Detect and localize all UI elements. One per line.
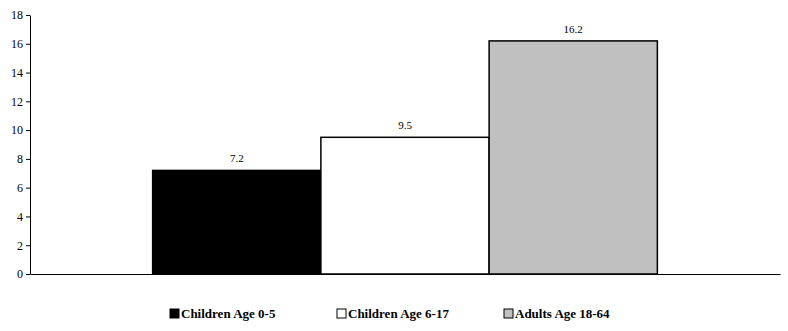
y-tick-label: 16 <box>11 37 23 51</box>
y-tick-label: 2 <box>17 239 23 253</box>
x-axis-line <box>31 274 781 275</box>
y-tick-mark <box>26 216 30 217</box>
y-tick-label: 6 <box>17 181 23 195</box>
y-tick-label: 8 <box>17 152 23 166</box>
data-label: 9.5 <box>398 119 412 131</box>
y-tick-label: 12 <box>11 95 23 109</box>
y-tick-label: 0 <box>17 267 23 281</box>
y-tick-mark <box>26 73 30 74</box>
legend-swatch <box>337 309 346 318</box>
y-tick: 0 <box>17 267 30 281</box>
y-tick: 16 <box>11 37 30 51</box>
y-tick: 2 <box>17 239 30 253</box>
y-tick-label: 18 <box>11 8 23 22</box>
bars <box>153 41 658 274</box>
chart: 0 2 4 6 8 10 12 14 16 18 7.2 9.5 16.2 Children Age 0-… <box>0 0 788 331</box>
plot: 0 2 4 6 8 10 12 14 16 18 7.2 9.5 16.2 <box>11 8 781 281</box>
legend-swatch <box>504 309 513 318</box>
legend-swatch <box>170 309 179 318</box>
y-tick-mark <box>26 245 30 246</box>
data-labels: 7.2 9.5 16.2 <box>230 23 583 165</box>
legend-item: Adults Age 18-64 <box>504 306 610 321</box>
y-tick: 4 <box>17 210 30 224</box>
data-label: 16.2 <box>564 23 583 35</box>
y-tick-label: 4 <box>17 210 23 224</box>
legend-label: Children Age 0-5 <box>181 306 276 321</box>
bar <box>321 137 489 274</box>
legend-item: Children Age 0-5 <box>170 306 276 321</box>
legend-label: Adults Age 18-64 <box>515 306 610 321</box>
legend-label: Children Age 6-17 <box>348 306 449 321</box>
y-axis: 0 2 4 6 8 10 12 14 16 18 <box>11 8 31 281</box>
y-tick: 12 <box>11 95 30 109</box>
y-tick-mark <box>26 274 30 275</box>
y-tick-mark <box>26 15 30 16</box>
y-tick-mark <box>26 44 30 45</box>
y-tick-label: 14 <box>11 66 23 80</box>
y-tick: 8 <box>17 152 30 166</box>
y-tick: 14 <box>11 66 30 80</box>
y-tick: 10 <box>11 123 30 137</box>
y-tick-mark <box>26 130 30 131</box>
bar <box>489 41 657 274</box>
data-label: 7.2 <box>230 152 244 164</box>
y-tick: 18 <box>11 8 30 22</box>
y-tick-mark <box>26 159 30 160</box>
y-tick-mark <box>26 188 30 189</box>
y-tick-mark <box>26 101 30 102</box>
bar <box>153 170 321 274</box>
y-axis-line <box>30 16 31 275</box>
y-tick-label: 10 <box>11 123 23 137</box>
legend: Children Age 0-5 Children Age 6-17 Adults … <box>170 306 610 321</box>
y-tick: 6 <box>17 181 30 195</box>
x-axis <box>31 274 781 276</box>
legend-item: Children Age 6-17 <box>337 306 449 321</box>
